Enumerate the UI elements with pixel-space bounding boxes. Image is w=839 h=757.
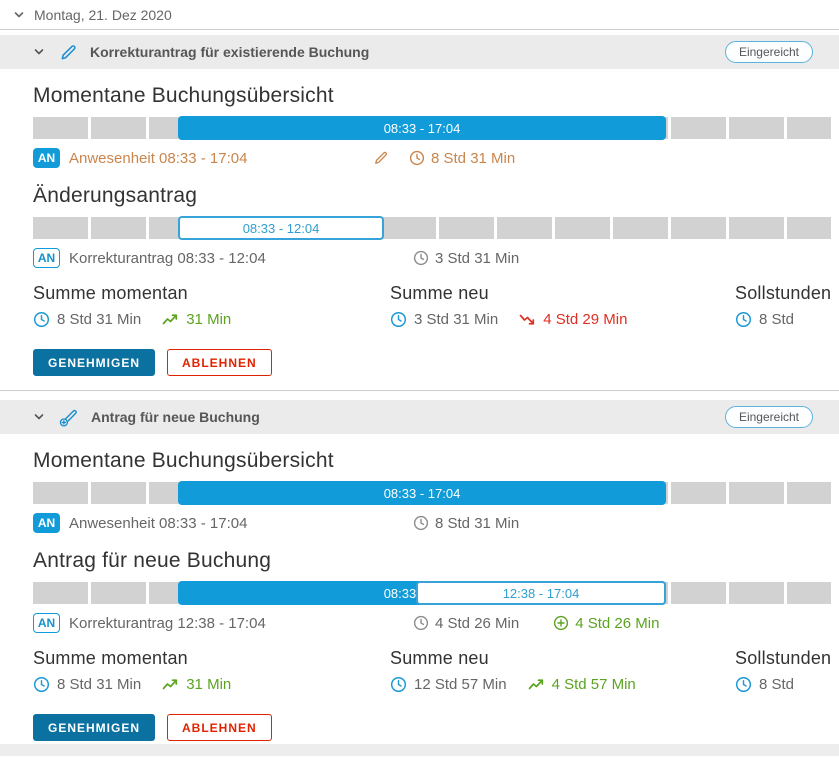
an-badge: AN [33,148,60,168]
clock-icon [33,676,50,693]
reject-button[interactable]: ABLEHNEN [167,714,272,741]
date-header[interactable]: Montag, 21. Dez 2020 [0,0,839,30]
duration-group: 3 Std 31 Min [413,247,519,269]
chevron-down-icon[interactable] [13,9,25,21]
summary-new-delta: 4 Std 57 Min [551,676,636,693]
booking-row-label: Korrekturantrag 12:38 - 17:04 [69,614,266,632]
summary-new: Summe neu 12 Std 57 Min 4 Std 57 Min [390,648,636,693]
an-badge: AN [33,248,60,268]
timeline-request: 08:33 - 17:04 12:38 - 17:04 [33,581,831,605]
summary-target-label: Sollstunden [735,648,832,668]
summary-target: Sollstunden 8 Std [735,283,831,328]
trend-up-icon [528,678,545,691]
an-badge: AN [33,613,60,633]
summary-new-value: 3 Std 31 Min [414,311,499,328]
section-heading-current: Momentane Buchungsübersicht [33,449,334,472]
summary-current: Summe momentan 8 Std 31 Min 31 Min [33,648,231,693]
booking-row: AN Korrekturantrag 08:33 - 12:04 3 Std 3… [33,247,831,269]
chevron-down-icon[interactable] [33,46,45,58]
summary-current-delta: 31 Min [186,676,232,693]
summary-current-delta: 31 Min [186,311,232,328]
duration-group: 4 Std 26 Min 4 Std 26 Min [413,612,659,634]
summary-target-value: 8 Std [759,311,795,328]
clock-icon [413,250,429,266]
next-section-edge [0,744,839,756]
clock-icon [390,311,407,328]
summary-new: Summe neu 3 Std 31 Min 4 Std 29 Min [390,283,627,328]
card-title: Antrag für neue Buchung [91,409,260,425]
card-title: Korrekturantrag für existierende Buchung [90,44,370,60]
an-badge: AN [33,513,60,533]
booking-row: AN Anwesenheit 08:33 - 17:04 8 Std 31 Mi… [33,147,831,169]
request-card-correction: Korrekturantrag für existierende Buchung… [0,35,839,391]
summary-target-value: 8 Std [759,676,795,693]
trend-down-icon [519,313,536,326]
duration-text: 4 Std 26 Min [435,614,520,632]
summary-current-label: Summe momentan [33,648,188,668]
clock-icon [735,676,752,693]
summary-new-label: Summe neu [390,648,489,668]
edit-add-pencil-icon [59,407,79,427]
summary-new-label: Summe neu [390,283,489,303]
card-header[interactable]: Korrekturantrag für existierende Buchung… [0,35,839,69]
clock-icon [33,311,50,328]
duration-group: 8 Std 31 Min [373,147,515,169]
action-buttons: GENEHMIGEN ABLEHNEN [33,714,831,741]
chevron-down-icon[interactable] [33,411,45,423]
summary: Summe momentan 8 Std 31 Min 31 Min Summe [33,283,831,333]
clock-icon [413,515,429,531]
summary-target: Sollstunden 8 Std [735,648,831,693]
action-buttons: GENEHMIGEN ABLEHNEN [33,349,831,376]
added-duration-text: 4 Std 26 Min [575,614,660,632]
summary-new-value: 12 Std 57 Min [414,676,507,693]
duration-text: 8 Std 31 Min [435,514,520,532]
section-heading-current: Momentane Buchungsübersicht [33,84,334,107]
status-badge: Eingereicht [724,41,813,63]
summary-current: Summe momentan 8 Std 31 Min 31 Min [33,283,231,328]
booking-row: AN Korrekturantrag 12:38 - 17:04 4 Std 2… [33,612,831,634]
booking-row-label: Korrekturantrag 08:33 - 12:04 [69,249,266,267]
approve-button[interactable]: GENEHMIGEN [33,349,156,376]
duration-text: 8 Std 31 Min [431,149,516,167]
trend-up-icon [162,313,179,326]
clock-icon [409,150,425,166]
card-header[interactable]: Antrag für neue Buchung Eingereicht [0,400,839,434]
duration-group: 8 Std 31 Min [413,512,519,534]
summary-new-delta: 4 Std 29 Min [543,311,628,328]
trend-up-icon [162,678,179,691]
clock-icon [735,311,752,328]
approve-button[interactable]: GENEHMIGEN [33,714,156,741]
request-card-new-booking: Antrag für neue Buchung Eingereicht Mome… [0,400,839,741]
edit-pencil-icon [59,43,78,62]
timeline-bar-booking: 08:33 - 17:04 [178,481,666,505]
timeline-current: 08:33 - 17:04 [33,481,831,505]
clock-icon [413,615,429,631]
booking-row-label: Anwesenheit 08:33 - 17:04 [69,514,248,532]
timeline-request: 08:33 - 12:04 [33,216,831,240]
timeline-bar-request: 12:38 - 17:04 [416,581,666,605]
section-heading-request: Änderungsantrag [33,184,198,207]
summary-current-value: 8 Std 31 Min [57,676,142,693]
clock-icon [390,676,407,693]
plus-circle-icon [553,615,569,631]
section-heading-request: Antrag für neue Buchung [33,549,272,572]
summary: Summe momentan 8 Std 31 Min 31 Min Summe [33,648,831,698]
summary-current-value: 8 Std 31 Min [57,311,142,328]
duration-text: 3 Std 31 Min [435,249,520,267]
date-label: Montag, 21. Dez 2020 [34,6,172,23]
reject-button[interactable]: ABLEHNEN [167,349,272,376]
summary-target-label: Sollstunden [735,283,832,303]
timeline-current: 08:33 - 17:04 [33,116,831,140]
timeline-bar-booking: 08:33 - 17:04 [178,116,666,140]
booking-row: AN Anwesenheit 08:33 - 17:04 8 Std 31 Mi… [33,512,831,534]
summary-current-label: Summe momentan [33,283,188,303]
timeline-bar-request: 08:33 - 12:04 [178,216,384,240]
booking-row-label: Anwesenheit 08:33 - 17:04 [69,149,248,167]
status-badge: Eingereicht [724,406,813,428]
pencil-icon [373,150,389,166]
